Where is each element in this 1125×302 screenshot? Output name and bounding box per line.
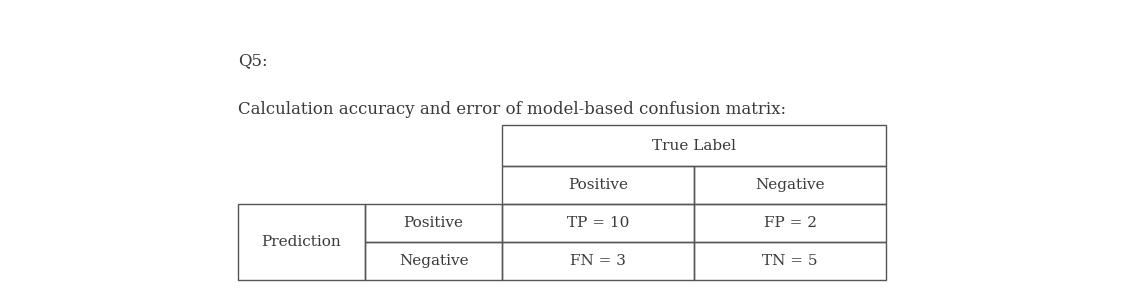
Text: FN = 3: FN = 3: [570, 254, 627, 268]
Bar: [503, 125, 886, 166]
Bar: [364, 242, 503, 280]
Text: TP = 10: TP = 10: [567, 216, 630, 230]
Bar: [694, 204, 886, 242]
Bar: [694, 242, 886, 280]
Text: Prediction: Prediction: [262, 235, 341, 249]
Bar: [694, 166, 886, 204]
Text: True Label: True Label: [652, 139, 736, 153]
Text: Calculation accuracy and error of model-based confusion matrix:: Calculation accuracy and error of model-…: [238, 101, 786, 118]
Text: Positive: Positive: [568, 178, 629, 192]
Text: Negative: Negative: [755, 178, 825, 192]
Bar: [503, 242, 694, 280]
Text: Q5:: Q5:: [238, 53, 268, 69]
Text: TN = 5: TN = 5: [763, 254, 818, 268]
Bar: [364, 204, 503, 242]
Text: Positive: Positive: [404, 216, 464, 230]
Text: Negative: Negative: [398, 254, 468, 268]
Bar: [238, 204, 364, 280]
Bar: [503, 166, 694, 204]
Text: FP = 2: FP = 2: [764, 216, 817, 230]
Bar: [503, 204, 694, 242]
